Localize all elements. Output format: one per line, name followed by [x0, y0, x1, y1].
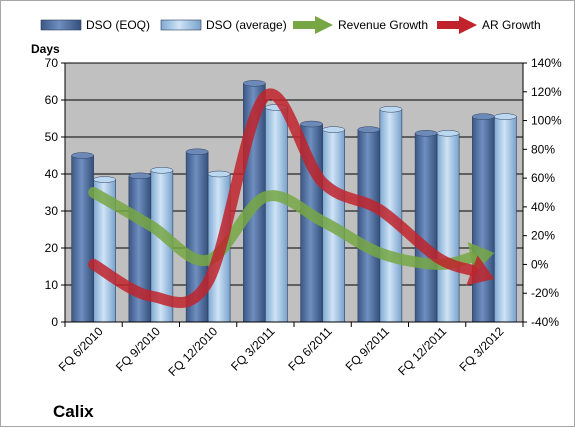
legend: DSO (EOQ) DSO (average) Revenue Growth AR G…	[40, 16, 541, 34]
bar-cap	[472, 113, 495, 120]
y2-tick-label: 40%	[531, 200, 555, 214]
bar-cap	[71, 152, 94, 159]
bar-cap	[300, 120, 323, 128]
y2-tick-label: 60%	[531, 171, 555, 185]
legend-swatch-dso-eoq-	[40, 19, 82, 31]
bar-cap	[322, 126, 345, 133]
y-tick-label: 10	[45, 278, 59, 292]
bar-cap	[128, 172, 152, 180]
x-tick-label: FQ 3/2011	[228, 324, 278, 374]
bar-dso-average	[265, 107, 288, 323]
y-tick-label: 20	[45, 241, 59, 255]
y2-tick-label: 100%	[531, 114, 562, 128]
y-tick-label: 40	[45, 167, 59, 181]
ar-growth-line	[88, 88, 478, 308]
y2-tick-label: 120%	[531, 85, 562, 99]
y-tick-label: 60	[45, 93, 59, 107]
bar-cap	[436, 130, 460, 137]
legend-label-ar-growth: AR Growth	[482, 18, 541, 32]
x-tick-label: FQ 12/2010	[166, 324, 221, 379]
bar-cap	[414, 130, 438, 137]
y-tick-label: 30	[45, 204, 59, 218]
x-tick-label: FQ 9/2010	[113, 324, 163, 374]
bar-dso-average	[436, 133, 460, 323]
legend-swatch-dso-average-	[160, 19, 202, 31]
y2-tick-label: -40%	[531, 315, 559, 329]
revenue-growth-line	[88, 187, 477, 270]
x-tick-label: FQ 9/2011	[343, 324, 393, 374]
x-tick-label: FQ 6/2011	[285, 324, 335, 374]
ar-growth-arrowhead	[466, 255, 495, 286]
bar-cap	[185, 148, 209, 156]
x-tick-label: FQ 3/2012	[457, 324, 507, 374]
trend-series	[88, 88, 495, 308]
x-tick-label: FQ 6/2010	[56, 324, 106, 374]
bar-cap	[93, 176, 116, 183]
bar-dso-average	[494, 116, 517, 323]
bar-dso-eoq	[357, 129, 381, 323]
bar-cap	[150, 167, 174, 174]
y-tick-label: 0	[51, 315, 58, 329]
y2-tick-label: 20%	[531, 229, 555, 243]
bar-cap	[243, 80, 266, 87]
legend-label-revenue-growth: Revenue Growth	[338, 18, 428, 32]
legend-arrowhead-revenue-growth	[315, 16, 333, 34]
bar-cap	[207, 170, 231, 178]
y2-tick-label: -20%	[531, 286, 559, 300]
legend-label-dso-eoq-: DSO (EOQ)	[86, 18, 150, 32]
y2-tick-label: 0%	[531, 257, 549, 271]
bar-dso-eoq	[71, 155, 94, 323]
y-tick-label: 50	[45, 130, 59, 144]
y-axis-title: Days	[31, 42, 60, 56]
chart-title: Calix	[53, 402, 94, 421]
bar-cap	[357, 126, 381, 133]
y-tick-label: 70	[45, 56, 59, 70]
y2-tick-label: 80%	[531, 142, 555, 156]
legend-label-dso-average-: DSO (average)	[206, 18, 287, 32]
legend-arrowhead-ar-growth	[459, 16, 477, 34]
bar-dso-eoq	[472, 116, 495, 323]
x-tick-label: FQ 12/2011	[395, 324, 449, 378]
bar-cap	[494, 113, 517, 120]
y2-tick-label: 140%	[531, 56, 562, 70]
bar-cap	[379, 106, 403, 113]
bar-dso-eoq	[414, 133, 438, 323]
